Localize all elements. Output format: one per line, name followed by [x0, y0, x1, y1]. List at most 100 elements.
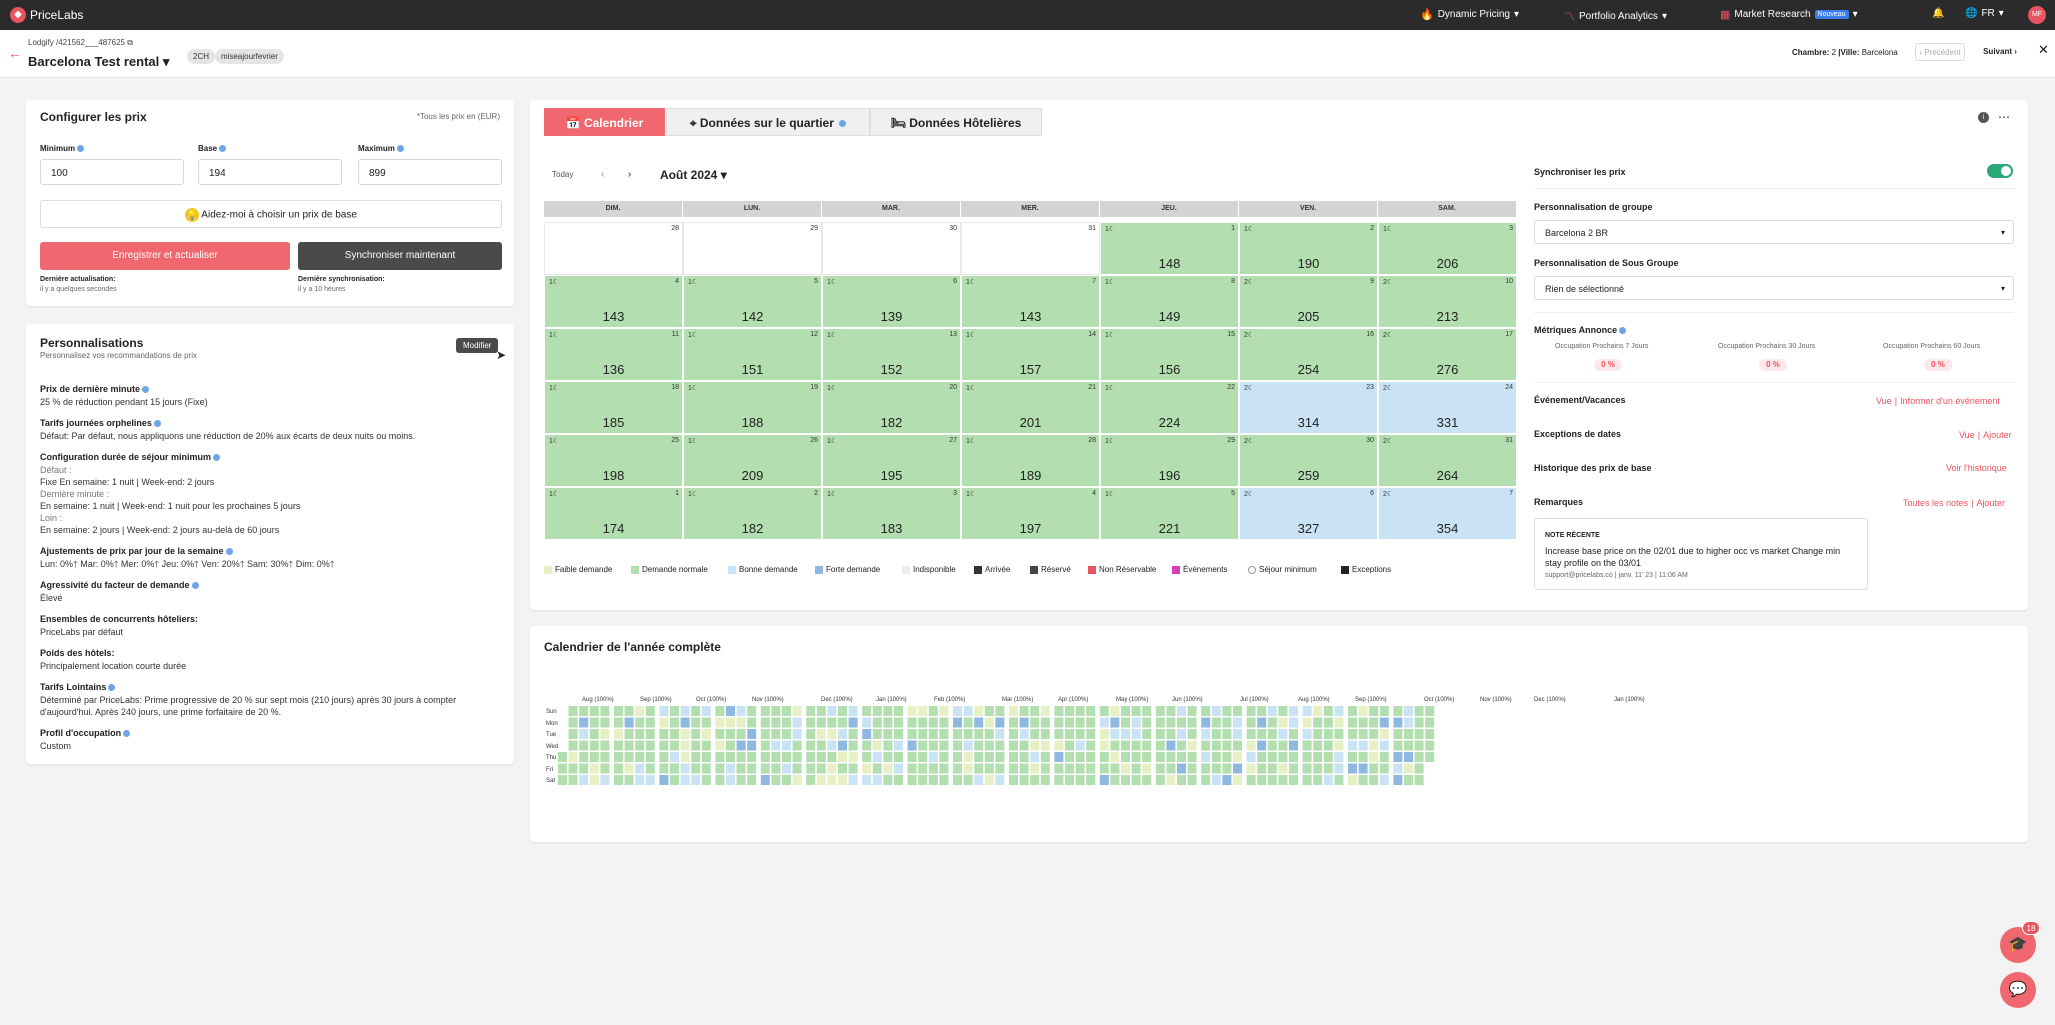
- heatmap-day-cell[interactable]: [1177, 729, 1186, 739]
- heatmap-day-cell[interactable]: [1358, 740, 1368, 751]
- heatmap-day-cell[interactable]: [1131, 763, 1141, 774]
- heatmap-day-cell[interactable]: [995, 763, 1005, 774]
- heatmap-day-cell[interactable]: [1065, 763, 1074, 774]
- language-selector[interactable]: 🌐 FR ▾: [1965, 8, 2004, 19]
- heatmap-day-cell[interactable]: [701, 752, 711, 762]
- heatmap-day-cell[interactable]: [1142, 763, 1152, 774]
- heatmap-day-cell[interactable]: [1142, 740, 1152, 751]
- heatmap-day-cell[interactable]: [1086, 706, 1096, 716]
- heatmap-day-cell[interactable]: [624, 763, 634, 774]
- month-selector[interactable]: Août 2024 ▾: [660, 168, 727, 182]
- heatmap-day-cell[interactable]: [645, 775, 655, 785]
- heatmap-day-cell[interactable]: [1334, 717, 1344, 728]
- heatmap-day-cell[interactable]: [1040, 706, 1050, 716]
- heatmap-day-cell[interactable]: [907, 706, 917, 716]
- heatmap-day-cell[interactable]: [1099, 717, 1109, 728]
- heatmap-day-cell[interactable]: [974, 740, 984, 751]
- calendar-day-cell[interactable]: 1 1☾ 174: [544, 487, 683, 540]
- heatmap-day-cell[interactable]: [624, 752, 634, 762]
- heatmap-day-cell[interactable]: [1142, 729, 1152, 739]
- heatmap-day-cell[interactable]: [1075, 706, 1085, 716]
- heatmap-day-cell[interactable]: [1075, 740, 1085, 751]
- heatmap-day-cell[interactable]: [963, 763, 973, 774]
- academy-button[interactable]: 🎓 18: [2000, 921, 2040, 963]
- heatmap-day-cell[interactable]: [600, 775, 610, 785]
- heatmap-day-cell[interactable]: [806, 717, 816, 728]
- heatmap-day-cell[interactable]: [872, 717, 882, 728]
- heatmap-day-cell[interactable]: [1201, 775, 1211, 785]
- heatmap-day-cell[interactable]: [579, 717, 589, 728]
- heatmap-day-cell[interactable]: [827, 729, 837, 739]
- heatmap-day-cell[interactable]: [1099, 752, 1109, 762]
- heatmap-day-cell[interactable]: [1313, 775, 1323, 785]
- heatmap-day-cell[interactable]: [1414, 740, 1424, 751]
- heatmap-day-cell[interactable]: [1393, 763, 1403, 774]
- heatmap-day-cell[interactable]: [680, 706, 690, 716]
- heatmap-day-cell[interactable]: [726, 740, 735, 751]
- heatmap-day-cell[interactable]: [872, 706, 882, 716]
- heatmap-day-cell[interactable]: [1278, 763, 1288, 774]
- heatmap-day-cell[interactable]: [747, 763, 757, 774]
- heatmap-day-cell[interactable]: [624, 706, 634, 716]
- heatmap-day-cell[interactable]: [1404, 740, 1413, 751]
- heatmap-day-cell[interactable]: [726, 706, 735, 716]
- heatmap-day-cell[interactable]: [1289, 775, 1298, 785]
- heatmap-day-cell[interactable]: [792, 752, 802, 762]
- heatmap-day-cell[interactable]: [1313, 717, 1323, 728]
- heatmap-day-cell[interactable]: [974, 763, 984, 774]
- heatmap-day-cell[interactable]: [1086, 763, 1096, 774]
- heatmap-day-cell[interactable]: [1075, 763, 1085, 774]
- heatmap-day-cell[interactable]: [1110, 752, 1120, 762]
- heatmap-day-cell[interactable]: [963, 775, 973, 785]
- heatmap-day-cell[interactable]: [894, 752, 903, 762]
- heatmap-day-cell[interactable]: [1414, 729, 1424, 739]
- heatmap-day-cell[interactable]: [806, 729, 816, 739]
- heatmap-day-cell[interactable]: [1201, 752, 1211, 762]
- heatmap-day-cell[interactable]: [760, 717, 770, 728]
- heatmap-day-cell[interactable]: [1222, 740, 1232, 751]
- heatmap-day-cell[interactable]: [1155, 706, 1165, 716]
- heatmap-day-cell[interactable]: [747, 729, 757, 739]
- calendar-day-cell[interactable]: 3 1☾ 183: [822, 487, 961, 540]
- heatmap-day-cell[interactable]: [715, 717, 725, 728]
- heatmap-day-cell[interactable]: [995, 775, 1005, 785]
- heatmap-day-cell[interactable]: [1278, 752, 1288, 762]
- heatmap-day-cell[interactable]: [645, 706, 655, 716]
- heatmap-day-cell[interactable]: [1099, 706, 1109, 716]
- heatmap-day-cell[interactable]: [1211, 729, 1221, 739]
- heatmap-day-cell[interactable]: [736, 740, 746, 751]
- back-arrow-icon[interactable]: ←: [8, 45, 22, 61]
- heatmap-day-cell[interactable]: [928, 740, 938, 751]
- heatmap-day-cell[interactable]: [1404, 717, 1413, 728]
- heatmap-day-cell[interactable]: [1369, 752, 1379, 762]
- heatmap-day-cell[interactable]: [1211, 706, 1221, 716]
- heatmap-day-cell[interactable]: [1334, 775, 1344, 785]
- heatmap-day-cell[interactable]: [589, 775, 599, 785]
- heatmap-day-cell[interactable]: [848, 752, 858, 762]
- heatmap-day-cell[interactable]: [736, 729, 746, 739]
- brand-logo[interactable]: ◆ PriceLabs: [10, 7, 83, 23]
- heatmap-day-cell[interactable]: [1257, 717, 1267, 728]
- heatmap-day-cell[interactable]: [1222, 717, 1232, 728]
- heatmap-day-cell[interactable]: [782, 752, 791, 762]
- save-refresh-button[interactable]: Enregistrer et actualiser: [40, 242, 290, 270]
- heatmap-day-cell[interactable]: [1166, 763, 1176, 774]
- heatmap-day-cell[interactable]: [1110, 763, 1120, 774]
- heatmap-day-cell[interactable]: [816, 775, 826, 785]
- heatmap-day-cell[interactable]: [1121, 763, 1130, 774]
- calendar-day-cell[interactable]: 5 1☾ 142: [683, 275, 822, 328]
- heatmap-day-cell[interactable]: [1425, 706, 1435, 716]
- heatmap-day-cell[interactable]: [1201, 740, 1211, 751]
- heatmap-day-cell[interactable]: [1030, 752, 1040, 762]
- heatmap-day-cell[interactable]: [670, 740, 679, 751]
- heatmap-day-cell[interactable]: [872, 752, 882, 762]
- heatmap-day-cell[interactable]: [726, 717, 735, 728]
- heatmap-day-cell[interactable]: [1334, 729, 1344, 739]
- heatmap-day-cell[interactable]: [715, 740, 725, 751]
- heatmap-day-cell[interactable]: [635, 729, 645, 739]
- heatmap-day-cell[interactable]: [1302, 775, 1312, 785]
- heatmap-day-cell[interactable]: [1155, 752, 1165, 762]
- calendar-day-cell[interactable]: 20 1☾ 182: [822, 381, 961, 434]
- heatmap-day-cell[interactable]: [782, 729, 791, 739]
- heatmap-day-cell[interactable]: [953, 740, 962, 751]
